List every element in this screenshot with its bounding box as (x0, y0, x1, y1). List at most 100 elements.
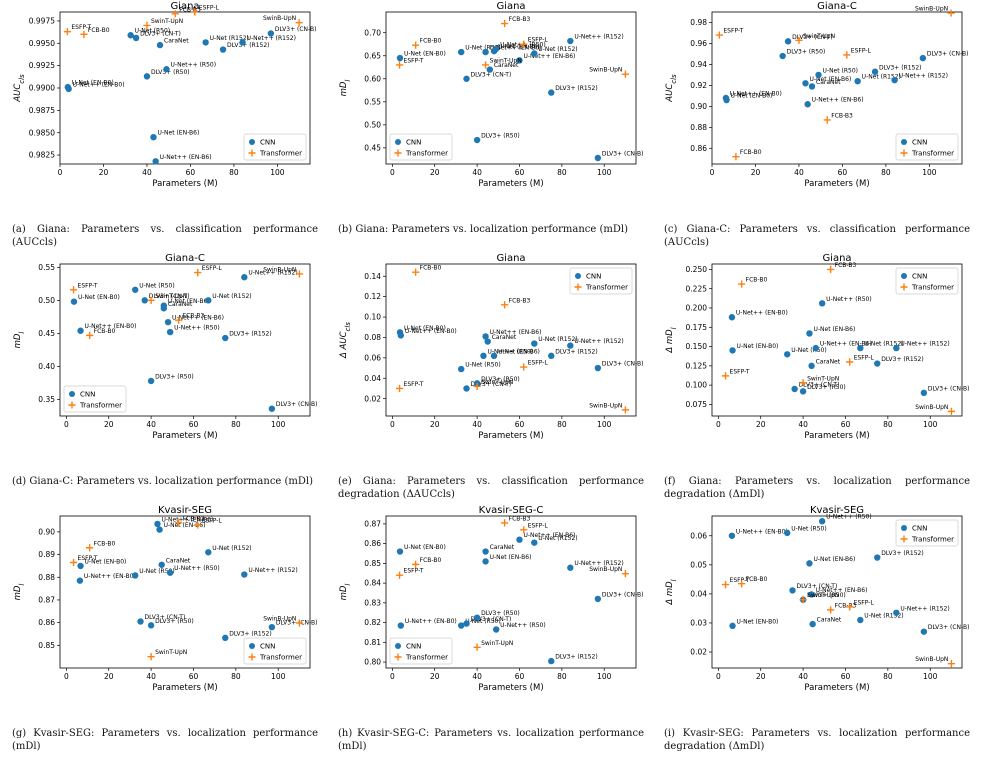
data-point: U-Net++ (R152) (893, 341, 950, 352)
data-point: U-Net (R50) (458, 362, 501, 373)
plot-frame (385, 515, 637, 669)
data-point: CaraNet (808, 358, 841, 370)
cnn-marker (397, 332, 405, 339)
legend-cnn-marker (249, 643, 255, 649)
transformer-marker (846, 358, 854, 366)
legend-cnn-label: CNN (912, 273, 927, 281)
legend-cnn-marker (901, 273, 907, 279)
x-tick-label: 60 (186, 168, 196, 177)
caption-b: (b) Giana: Parameters vs. localization p… (338, 224, 628, 235)
data-point: U-Net (R152) (857, 613, 904, 624)
point-label: U-Net++ (EN-B6) (490, 329, 542, 336)
point-label: DLV3+ (CN-T) (149, 293, 190, 300)
cnn-marker (482, 558, 489, 565)
cnn-marker (132, 286, 139, 293)
data-point: SwinT-UpN (147, 649, 187, 661)
cnn-marker (920, 389, 928, 397)
cnn-marker (815, 71, 822, 79)
point-label: FCB-B0 (746, 277, 768, 284)
point-label: U-Net (EN-B0) (404, 325, 446, 332)
point-label: DLV3+ (R152) (555, 348, 597, 355)
x-tick-label: 80 (881, 168, 891, 177)
data-point: U-Net (EN-B0) (396, 544, 446, 555)
data-point: DLV3+ (CN-B) (920, 385, 969, 397)
data-point: U-Net (EN-B6) (806, 556, 855, 567)
point-label: ESFP-L (202, 518, 223, 525)
data-point: U-Net++ (EN-B6) (152, 154, 212, 165)
legend-cnn-marker (901, 525, 907, 531)
data-point: ESFP-L (520, 522, 548, 534)
x-tick-label: 20 (430, 672, 440, 681)
x-tick-label: 80 (557, 420, 567, 429)
point-label: U-Net++ (R152) (574, 560, 623, 567)
x-axis-label: Parameters (M) (152, 431, 217, 441)
data-point: DLV3+ (R50) (147, 373, 194, 385)
point-label: DLV3+ (CN-B) (927, 51, 969, 58)
transformer-marker (501, 519, 509, 527)
cnn-marker (857, 344, 864, 352)
y-axis-label: AUCcls (13, 74, 26, 103)
data-point: ESFP-L (520, 37, 548, 48)
legend: CNN Transformer (389, 637, 453, 665)
point-label: DLV3+ (R50) (807, 592, 846, 599)
data-point: U-Net (R50) (127, 28, 170, 39)
data-point: DLV3+ (CN-T) (141, 293, 190, 304)
transformer-marker (621, 70, 630, 78)
data-point: ESFP-T (395, 381, 424, 393)
cnn-marker (70, 298, 78, 305)
y-tick-label: 0.9900 (29, 84, 55, 93)
transformer-marker (191, 8, 199, 16)
point-label: U-Net++ (R152) (248, 567, 297, 574)
data-point: U-Net++ (R152) (567, 338, 624, 349)
cnn-marker (891, 76, 898, 84)
point-label: FCB-B0 (420, 38, 442, 45)
point-label: SwinT-UpN (481, 640, 513, 647)
point-label: ESFP-L (202, 265, 223, 272)
point-label: U-Net (R152) (864, 613, 903, 620)
y-tick-label: 0.60 (364, 74, 381, 83)
point-label: U-Net++ (EN-B0) (73, 81, 125, 88)
data-point: FCB-B0 (86, 540, 115, 552)
cnn-marker (205, 549, 212, 556)
data-point: ESFP-L (843, 47, 871, 59)
point-label: U-Net++ (R152) (900, 605, 949, 612)
point-label: U-Net++ (EN-B0) (736, 528, 788, 535)
legend-cnn-label: CNN (586, 273, 601, 281)
data-point: ESFP-T (721, 577, 750, 589)
chart-title: Giana (822, 253, 851, 264)
transformer-marker (520, 40, 528, 48)
chart-e: Giana 0 20 40 60 80 100 0.02 0.04 0.06 0.08 0.10 0.1… (339, 253, 643, 441)
data-point: U-Net (EN-B6) (806, 326, 855, 337)
y-tick-label: 0.45 (38, 329, 55, 338)
x-axis-label: Parameters (M) (152, 683, 217, 693)
data-point: SwinT-UpN (799, 375, 839, 387)
data-point: FCB-B3 (175, 515, 204, 527)
point-label: DLV3+ (CN-T) (471, 616, 512, 623)
data-point: U-Net++ (EN-B0) (76, 573, 136, 584)
data-point: U-Net++ (R50) (818, 514, 872, 525)
cnn-marker (463, 620, 470, 627)
chart-a: Giana 0 20 40 60 80 100 0.9825 0.9850 0.9875 0.990… (13, 1, 316, 189)
data-point: U-Net (EN-B0) (70, 294, 120, 305)
cnn-marker (818, 518, 826, 525)
point-label: FCB-B0 (420, 265, 442, 272)
plot-frame (711, 263, 963, 417)
x-tick-label: 40 (142, 168, 152, 177)
y-tick-label: 0.9850 (29, 128, 55, 137)
cnn-marker (919, 54, 927, 62)
x-tick-label: 20 (756, 672, 766, 681)
transformer-marker (395, 384, 404, 393)
cnn-marker (267, 30, 275, 37)
data-point: CaraNet (160, 301, 193, 312)
x-axis-label: Parameters (M) (478, 683, 543, 693)
point-label: CaraNet (817, 617, 842, 624)
data-point: U-Net++ (EN-B6) (164, 315, 224, 326)
transformer-marker (843, 51, 851, 59)
x-tick-label: 60 (515, 672, 525, 681)
data-point: U-Net++ (EN-B0) (397, 618, 457, 629)
data-point: U-Net++ (EN-B6) (482, 329, 541, 340)
data-point: U-Net++ (EN-B6) (808, 587, 867, 598)
point-label: U-Net (EN-B0) (85, 558, 127, 565)
transformer-marker (827, 606, 835, 614)
point-label: SwinB-UpN (915, 6, 948, 13)
